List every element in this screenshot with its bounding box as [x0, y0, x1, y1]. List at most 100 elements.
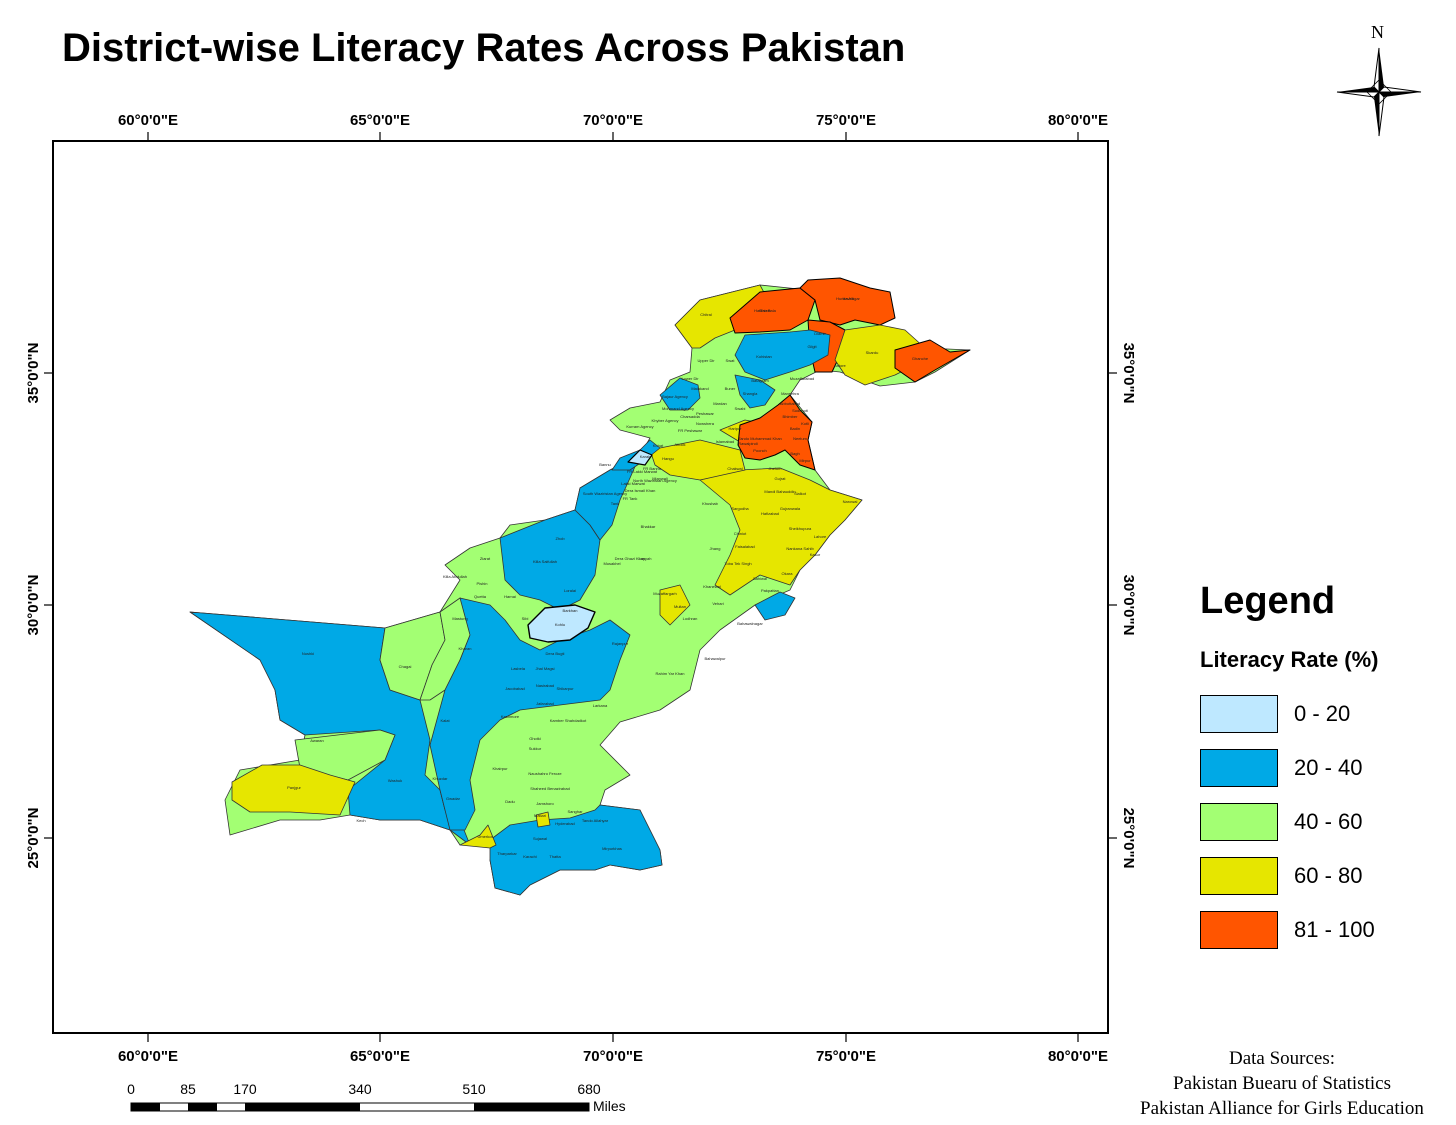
district-label: Lahore — [814, 534, 827, 539]
district-label: Karachi — [523, 854, 537, 859]
district-label: Haveli — [842, 296, 853, 301]
legend-swatch — [1200, 749, 1278, 787]
district-label: Lodhran — [683, 616, 698, 621]
district-label: Kohat — [653, 443, 664, 448]
district-label: Mastung — [452, 616, 467, 621]
district-region[interactable] — [699, 467, 863, 596]
data-sources: Data Sources: Pakistan Buearu of Statist… — [1112, 1046, 1452, 1121]
district-region[interactable] — [659, 584, 691, 626]
district-label: FR Lakki Marwat — [627, 469, 658, 474]
district-label: Khyber Agency — [652, 418, 679, 423]
district-region[interactable] — [754, 591, 796, 621]
district-label: Muzaffarabad — [790, 376, 814, 381]
district-label: Kasur — [810, 552, 821, 557]
district-label: Panjgur — [287, 785, 301, 790]
district-label: Bagh — [790, 451, 799, 456]
district-label: Okara — [782, 571, 794, 576]
district-label: Ziarat — [480, 556, 491, 561]
legend-label: 0 - 20 — [1294, 701, 1351, 726]
district-label: Chagai — [399, 664, 412, 669]
scale-tick-label: 680 — [577, 1081, 601, 1097]
district-label: Gilgit — [807, 344, 817, 349]
district-label: FR Peshawar — [678, 428, 703, 433]
district-label: Awaran — [310, 738, 324, 743]
district-region[interactable] — [894, 339, 971, 383]
scale-tick-label: 510 — [462, 1081, 486, 1097]
district-label: Upper Dir — [697, 358, 715, 363]
district-region[interactable] — [499, 509, 601, 611]
district-region[interactable] — [459, 824, 497, 849]
district-label: Karak — [640, 454, 650, 459]
district-region[interactable] — [734, 374, 776, 409]
district-label: Sukkur — [529, 746, 542, 751]
source-item: Pakistan Alliance for Girls Education — [1140, 1098, 1424, 1119]
district-label: Kotli — [801, 421, 809, 426]
district-label: Nushki — [302, 651, 314, 656]
district-label: Bahawalnagar — [737, 621, 763, 626]
district-label: FR Bannu — [643, 466, 661, 471]
district-label: Faisalabad — [735, 544, 755, 549]
district-label: Bajaur Agency — [662, 394, 688, 399]
district-label: Musakhel — [603, 561, 620, 566]
district-label: Shangla — [743, 391, 758, 396]
district-label: Barkhan — [563, 608, 578, 613]
district-region[interactable] — [527, 604, 596, 643]
district-label: Kashmore — [501, 714, 520, 719]
district-region[interactable] — [627, 449, 653, 466]
district-label: Rajanpur — [612, 641, 629, 646]
longitude-labels-bottom: 60°0'0"E 65°0'0"E 70°0'0"E 75°0'0"E 80°0… — [118, 1048, 1108, 1065]
district-region[interactable] — [649, 439, 746, 481]
legend-label: 60 - 80 — [1294, 863, 1363, 888]
district-label: Jamshoro — [536, 801, 554, 806]
district-labels: Ghizer Hunza-Nagar Chitral Diamir Skardu Ghan… — [287, 296, 929, 859]
district-region[interactable] — [659, 377, 701, 411]
legend-item: 0 - 20 — [1200, 687, 1450, 741]
latitude-labels-right: 35°0'0"N 30°0'0"N 25°0'0"N — [1120, 343, 1137, 869]
district-region[interactable] — [737, 394, 816, 471]
district-label: Mansehra — [781, 391, 800, 396]
pakistan-map — [189, 277, 971, 896]
lon-label-top: 75°0'0"E — [816, 112, 876, 129]
district-label: Jhelum — [769, 466, 783, 471]
district-label: Shikarpur — [556, 686, 574, 691]
district-label: Skardu — [866, 350, 879, 355]
source-item: Pakistan Buearu of Statistics — [1173, 1073, 1391, 1094]
north-label: N — [1371, 22, 1384, 42]
district-label: Ghanche — [912, 356, 929, 361]
district-label: Haripur — [728, 426, 742, 431]
district-region[interactable] — [429, 597, 631, 831]
district-label: Bhakkar — [641, 524, 656, 529]
lon-label-bottom: 75°0'0"E — [816, 1048, 876, 1065]
district-label: Harnai — [504, 594, 516, 599]
district-label: Umerkot — [477, 834, 493, 839]
district-region[interactable] — [734, 329, 831, 381]
legend: Legend Literacy Rate (%) 0 - 20 20 - 40 … — [1200, 580, 1450, 957]
district-label: Gujrat — [775, 476, 787, 481]
legend-item: 40 - 60 — [1200, 795, 1450, 849]
district-label: Dera Ghazi Khan — [615, 556, 646, 561]
district-region[interactable] — [535, 811, 551, 828]
lon-label-bottom: 65°0'0"E — [350, 1048, 410, 1065]
scale-tick-label: 85 — [180, 1081, 196, 1097]
district-label: Badin — [790, 426, 800, 431]
district-label: Layyah — [639, 556, 652, 561]
district-label: Sanghar — [567, 809, 583, 814]
lon-label-bottom: 60°0'0"E — [118, 1048, 178, 1065]
district-label: Hyderabad — [555, 821, 575, 826]
district-label: Tharparkar — [497, 851, 517, 856]
district-label: Khuzdar — [433, 776, 449, 781]
district-label: Rahim Yar Khan — [656, 671, 685, 676]
district-region[interactable] — [799, 277, 896, 326]
district-label: Jafarabad — [536, 701, 554, 706]
district-label: Kohistan — [756, 354, 772, 359]
district-label: Chakwal — [727, 466, 742, 471]
district-label: Sujawal — [533, 836, 547, 841]
scale-tick-label: 340 — [348, 1081, 372, 1097]
district-region[interactable] — [231, 764, 356, 816]
district-label: Hunza-Nagar — [836, 296, 860, 301]
district-label: Pakpattan — [761, 588, 779, 593]
district-region[interactable] — [489, 804, 663, 896]
lat-label-left: 25°0'0"N — [25, 808, 42, 869]
legend-label: 81 - 100 — [1294, 917, 1375, 942]
